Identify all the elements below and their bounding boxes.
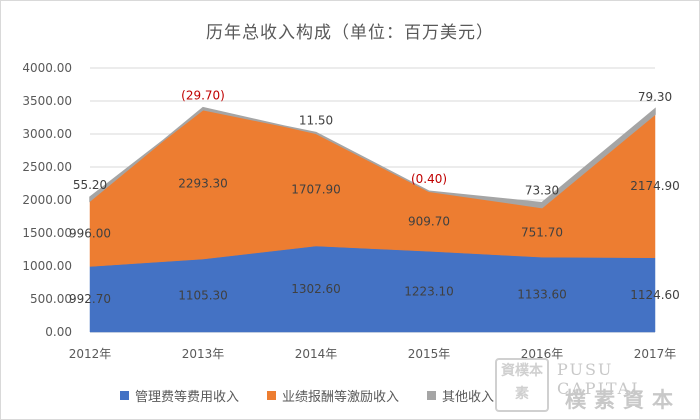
- data-label: (0.40): [411, 172, 447, 186]
- data-label: 751.70: [521, 225, 563, 239]
- x-tick-label: 2014年: [295, 347, 338, 361]
- data-label: 11.50: [299, 114, 333, 128]
- legend-swatch-performance-fee: [267, 391, 277, 400]
- legend-swatch-management-fee: [120, 391, 129, 400]
- data-label: 996.00: [69, 227, 111, 241]
- data-label: 2174.90: [630, 179, 680, 193]
- chart-title: 历年总收入构成（单位：百万美元）: [206, 23, 494, 43]
- legend-swatch-other-income: [427, 391, 437, 400]
- data-label: 1707.90: [291, 183, 341, 197]
- y-tick-label: 0.00: [45, 325, 72, 339]
- y-tick-label: 1000.00: [22, 259, 72, 273]
- legend-item-management-fee: 管理费等费用收入: [120, 386, 239, 405]
- legend-label-performance-fee: 业绩报酬等激励收入: [282, 390, 400, 405]
- y-tick-label: 4000.00: [22, 61, 72, 75]
- data-label: 992.70: [69, 292, 111, 306]
- data-label: 2293.30: [178, 176, 228, 190]
- y-tick-label: 2000.00: [22, 193, 72, 207]
- x-tick-label: 2012年: [69, 347, 112, 361]
- legend-label-other-income: 其他收入: [442, 390, 495, 405]
- y-tick-label: 1500.00: [22, 226, 72, 240]
- data-label: 909.70: [408, 214, 450, 228]
- data-label: 73.30: [525, 184, 559, 198]
- x-tick-label: 2013年: [182, 347, 225, 361]
- y-tick-label: 3500.00: [22, 94, 72, 108]
- area-series-2: [89, 106, 656, 209]
- x-tick-label: 2015年: [408, 347, 451, 361]
- y-tick-label: 3000.00: [22, 127, 72, 141]
- x-tick-label: 2017年: [634, 347, 677, 361]
- data-label: 1223.10: [404, 285, 454, 299]
- y-tick-label: 2500.00: [22, 160, 72, 174]
- data-label: 79.30: [638, 90, 672, 104]
- legend-item-other-income: 其他收入: [427, 386, 494, 405]
- y-tick-label: 500.00: [30, 292, 72, 306]
- legend-item-performance-fee: 业绩报酬等激励收入: [267, 386, 399, 405]
- legend-label-management-fee: 管理费等费用收入: [135, 390, 240, 405]
- data-label: 1124.60: [630, 288, 680, 302]
- data-label: 1105.30: [178, 289, 228, 303]
- data-label: 1133.60: [517, 288, 567, 302]
- legend: 管理费等费用收入 业绩报酬等激励收入 其他收入: [120, 386, 494, 405]
- data-label: 1302.60: [291, 282, 341, 296]
- x-tick-label: 2016年: [521, 347, 564, 361]
- data-label: (29.70): [181, 89, 225, 103]
- data-label: 55.20: [73, 178, 107, 192]
